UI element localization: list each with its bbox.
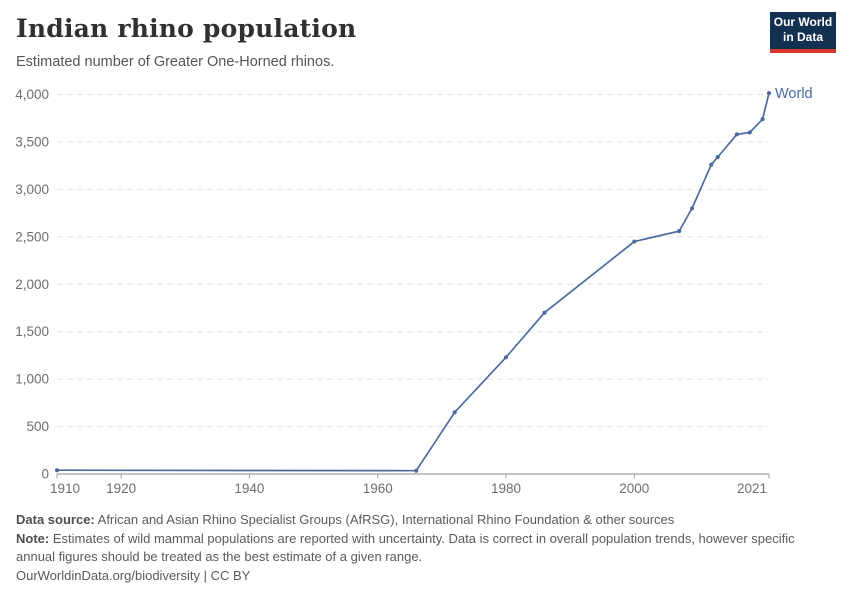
data-point bbox=[632, 239, 637, 244]
series-end-label: World bbox=[775, 86, 813, 102]
data-point bbox=[503, 355, 509, 360]
license-line: OurWorldinData.org/biodiversity | CC BY bbox=[16, 568, 251, 583]
data-point bbox=[766, 91, 772, 96]
x-axis-tick-label: 2000 bbox=[619, 481, 649, 496]
y-axis-tick-label: 2,000 bbox=[15, 277, 49, 292]
data-point bbox=[452, 410, 457, 415]
y-axis-tick-label: 3,500 bbox=[15, 134, 49, 149]
data-point bbox=[715, 155, 720, 160]
data-point bbox=[54, 468, 60, 473]
note-text: Estimates of wild mammal populations are… bbox=[16, 531, 795, 564]
owid-logo-line1: Our World bbox=[773, 15, 833, 29]
data-point bbox=[414, 468, 419, 473]
data-point bbox=[709, 162, 714, 167]
x-axis-tick-label: 1980 bbox=[491, 481, 521, 496]
page-title: Indian rhino population bbox=[16, 14, 357, 43]
x-axis-tick-label: 1940 bbox=[234, 481, 264, 496]
y-axis-tick-label: 1,500 bbox=[15, 324, 49, 339]
x-axis-tick-label: 2021 bbox=[737, 481, 767, 496]
y-axis-tick-label: 4,000 bbox=[15, 87, 49, 102]
data-source-text: African and Asian Rhino Specialist Group… bbox=[94, 512, 675, 527]
data-source-line: Data source: African and Asian Rhino Spe… bbox=[16, 511, 674, 528]
data-source-label: Data source: bbox=[16, 512, 95, 527]
x-axis-tick-label: 1910 bbox=[50, 481, 80, 496]
y-axis-tick-label: 0 bbox=[41, 467, 49, 482]
data-point bbox=[689, 206, 695, 211]
data-point bbox=[760, 117, 765, 122]
y-axis-tick-label: 500 bbox=[26, 419, 49, 434]
data-point bbox=[747, 130, 752, 135]
note-line: Note: Estimates of wild mammal populatio… bbox=[16, 530, 806, 565]
data-point bbox=[677, 229, 682, 234]
y-axis-tick-label: 3,000 bbox=[15, 182, 49, 197]
note-label: Note: bbox=[16, 531, 50, 546]
y-axis-tick-label: 1,000 bbox=[15, 372, 49, 387]
x-axis-tick-label: 1960 bbox=[363, 481, 393, 496]
data-point bbox=[542, 310, 547, 315]
owid-logo-line2: in Data bbox=[782, 30, 823, 44]
y-axis-tick-label: 2,500 bbox=[15, 229, 49, 244]
x-axis-tick-label: 1920 bbox=[106, 481, 136, 496]
owid-logo: Our World in Data bbox=[770, 12, 836, 53]
data-point bbox=[734, 132, 740, 137]
series-line-world bbox=[56, 92, 770, 472]
chart-subtitle: Estimated number of Greater One-Horned r… bbox=[16, 54, 335, 70]
